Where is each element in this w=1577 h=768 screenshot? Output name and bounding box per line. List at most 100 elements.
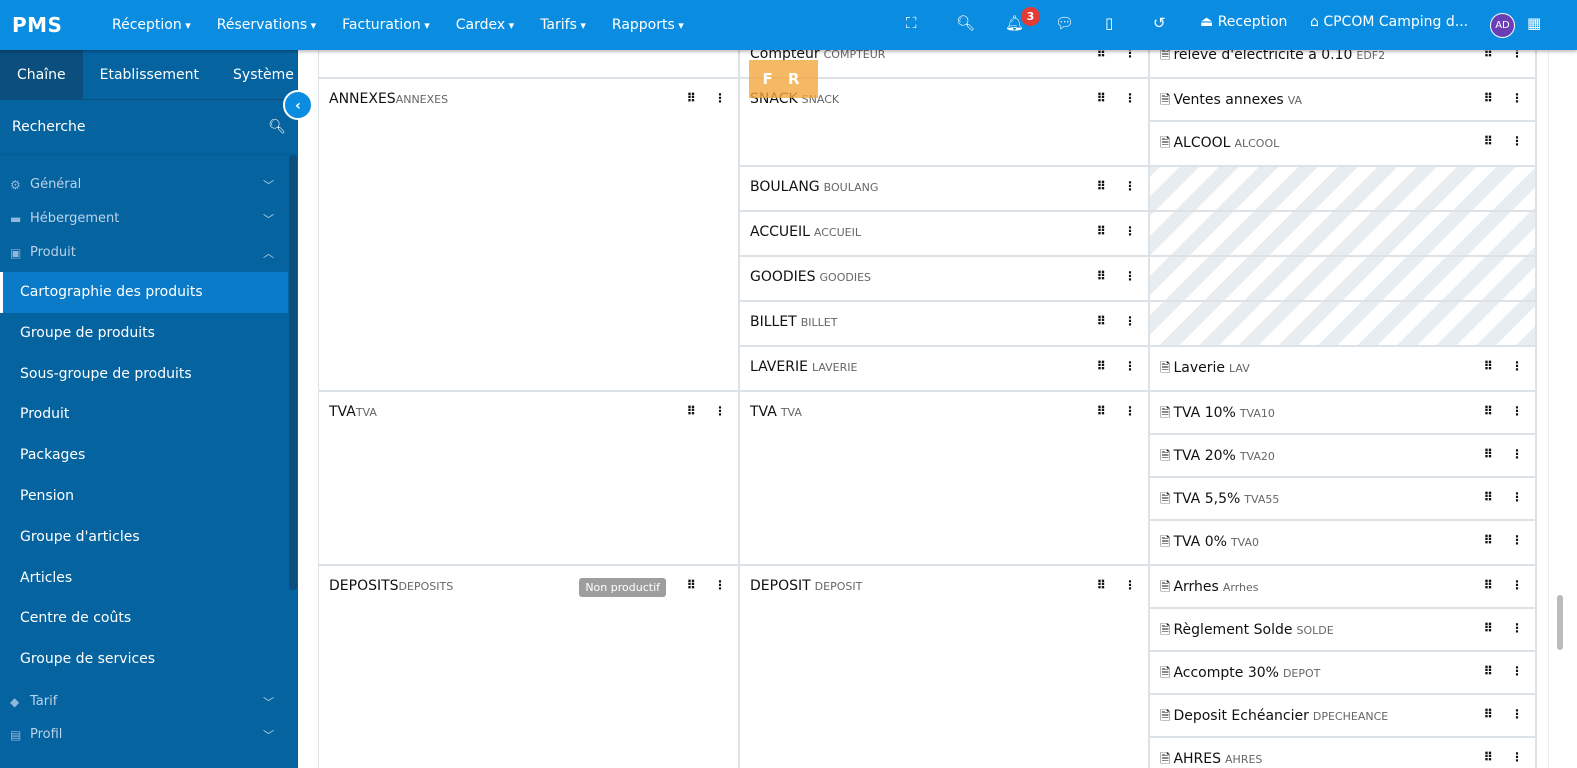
subgroup-cell[interactable]: BOULANG BOULANG ⠿ ⋮ bbox=[740, 167, 1150, 210]
nav-menu-item[interactable]: Rapports bbox=[612, 17, 684, 33]
nav-menu-item[interactable]: Facturation bbox=[342, 17, 430, 33]
more-menu-icon[interactable]: ⋮ bbox=[1511, 50, 1523, 60]
sidebar-item[interactable]: Groupe d'articles bbox=[20, 528, 140, 545]
chat-icon[interactable]: 💬︎ bbox=[1055, 14, 1075, 32]
more-menu-icon[interactable]: ⋮ bbox=[1124, 314, 1136, 328]
product-cell[interactable]: 🗎 ALCOOL ALCOOL ⠿ ⋮ bbox=[1160, 134, 1523, 151]
drag-handle-icon[interactable]: ⠿ bbox=[1096, 179, 1106, 193]
product-cell[interactable]: 🗎 TVA 20% TVA20 ⠿ ⋮ bbox=[1150, 435, 1535, 478]
more-menu-icon[interactable]: ⋮ bbox=[1511, 750, 1523, 764]
pms-logo[interactable]: PMS bbox=[12, 13, 63, 37]
sidebar-item[interactable]: Sous-groupe de produits bbox=[20, 365, 192, 382]
drag-handle-icon[interactable]: ⠿ bbox=[1483, 621, 1493, 635]
search-icon[interactable]: 🔍︎ bbox=[956, 14, 976, 32]
collapse-sidebar-button[interactable]: ‹ bbox=[283, 90, 313, 120]
sidebar-item[interactable]: Pension bbox=[20, 488, 75, 504]
subgroup-cell[interactable]: Compteur COMPTEUR ⠿ ⋮ bbox=[740, 50, 1150, 77]
nav-menu-item[interactable]: Cardex bbox=[456, 17, 514, 33]
product-cell[interactable]: 🗎 AHRES AHRES ⠿ ⋮ bbox=[1160, 750, 1523, 767]
sidebar-item[interactable]: Cartographie des produits bbox=[0, 272, 288, 313]
more-menu-icon[interactable]: ⋮ bbox=[1511, 359, 1523, 373]
sidebar-section[interactable]: ⚙ Général ﹀ bbox=[10, 177, 274, 192]
sidebar-search[interactable]: Recherche 🔍︎ bbox=[0, 100, 298, 155]
drag-handle-icon[interactable]: ⠿ bbox=[1483, 134, 1493, 148]
product-cell[interactable]: 🗎 TVA 5,5% TVA55 ⠿ ⋮ bbox=[1150, 478, 1535, 521]
drag-handle-icon[interactable]: ⠿ bbox=[1483, 750, 1493, 764]
product-cell[interactable]: 🗎 Arrhes Arrhes ⠿ ⋮ bbox=[1150, 566, 1535, 609]
more-menu-icon[interactable]: ⋮ bbox=[1124, 578, 1136, 592]
drag-handle-icon[interactable]: ⠿ bbox=[1483, 533, 1493, 547]
more-menu-icon[interactable]: ⋮ bbox=[1511, 578, 1523, 592]
sidebar-section[interactable]: ▬ Hébergement ﹀ bbox=[10, 211, 274, 226]
more-menu-icon[interactable]: ⋮ bbox=[714, 578, 726, 592]
sidebar-tab[interactable]: Etablissement bbox=[99, 67, 200, 83]
product-cell[interactable]: 🗎 TVA 10% TVA10 ⠿ ⋮ bbox=[1150, 392, 1535, 435]
drag-handle-icon[interactable]: ⠿ bbox=[1483, 91, 1493, 105]
subgroup-cell[interactable]: GOODIES GOODIES ⠿ ⋮ bbox=[740, 257, 1150, 300]
avatar[interactable]: AD bbox=[1490, 13, 1515, 38]
product-cell[interactable]: 🗎 Accompte 30% DEPOT ⠿ ⋮ bbox=[1150, 652, 1535, 695]
product-cell[interactable]: 🗎 relevé d'électricité à 0.10 EDF2 ⠿ ⋮ bbox=[1150, 50, 1535, 77]
sidebar-item[interactable]: Groupe de produits bbox=[20, 324, 155, 341]
language-badge[interactable]: F R bbox=[749, 60, 818, 98]
more-menu-icon[interactable]: ⋮ bbox=[1511, 533, 1523, 547]
more-menu-icon[interactable]: ⋮ bbox=[1511, 134, 1523, 148]
more-menu-icon[interactable]: ⋮ bbox=[1124, 269, 1136, 283]
search-icon[interactable]: 🔍︎ bbox=[268, 119, 286, 135]
fullscreen-icon[interactable]: ⛶ bbox=[906, 14, 917, 32]
more-menu-icon[interactable]: ⋮ bbox=[1511, 447, 1523, 461]
reception-link[interactable]: ⏏ Reception bbox=[1200, 14, 1288, 30]
drag-handle-icon[interactable]: ⠿ bbox=[1483, 447, 1493, 461]
drag-handle-icon[interactable]: ⠿ bbox=[686, 578, 696, 592]
more-menu-icon[interactable]: ⋮ bbox=[1511, 621, 1523, 635]
drag-handle-icon[interactable]: ⠿ bbox=[1096, 404, 1106, 418]
drag-handle-icon[interactable]: ⠿ bbox=[1483, 50, 1493, 60]
drag-handle-icon[interactable]: ⠿ bbox=[686, 91, 696, 105]
bell-icon[interactable]: 🔔︎ bbox=[1005, 14, 1025, 32]
more-menu-icon[interactable]: ⋮ bbox=[1124, 179, 1136, 193]
product-group-cell[interactable]: DEPOSITSDEPOSITS Non productif ⠿ ⋮ bbox=[319, 566, 740, 768]
search-input[interactable]: Recherche bbox=[12, 119, 86, 135]
product-cell[interactable]: 🗎 Laverie LAV ⠿ ⋮ bbox=[1160, 359, 1523, 376]
product-group-cell[interactable]: ANNEXESANNEXES ⠿ ⋮ bbox=[319, 79, 740, 390]
nav-menu-item[interactable]: Réservations bbox=[217, 17, 316, 33]
sidebar-section[interactable]: ▣ Produit ︿ bbox=[10, 245, 274, 260]
scrollbar-thumb[interactable] bbox=[1557, 595, 1563, 650]
drag-handle-icon[interactable]: ⠿ bbox=[1096, 314, 1106, 328]
subgroup-cell[interactable]: ACCUEIL ACCUEIL ⠿ ⋮ bbox=[740, 212, 1150, 255]
drag-handle-icon[interactable]: ⠿ bbox=[1483, 490, 1493, 504]
sidebar-section[interactable]: ▤ Profil ﹀ bbox=[10, 727, 274, 742]
history-icon[interactable]: ↺ bbox=[1153, 14, 1166, 32]
drag-handle-icon[interactable]: ⠿ bbox=[1096, 50, 1106, 60]
sidebar-item[interactable]: Packages bbox=[20, 447, 86, 464]
more-menu-icon[interactable]: ⋮ bbox=[1124, 404, 1136, 418]
drag-handle-icon[interactable]: ⠿ bbox=[1483, 578, 1493, 592]
drag-handle-icon[interactable]: ⠿ bbox=[1483, 404, 1493, 418]
product-group-cell[interactable]: TVATVA ⠿ ⋮ bbox=[319, 392, 740, 564]
product-cell[interactable]: 🗎 TVA 0% TVA0 ⠿ ⋮ bbox=[1160, 533, 1523, 550]
more-menu-icon[interactable]: ⋮ bbox=[1124, 224, 1136, 238]
product-cell[interactable]: 🗎 Règlement Solde SOLDE ⠿ ⋮ bbox=[1150, 609, 1535, 652]
main-scrollbar[interactable] bbox=[1548, 50, 1568, 768]
sidebar-tab[interactable]: Système bbox=[233, 67, 294, 83]
sidebar-item[interactable]: Articles bbox=[20, 569, 73, 586]
more-menu-icon[interactable]: ⋮ bbox=[1124, 50, 1136, 60]
sidebar-item[interactable]: Produit bbox=[20, 406, 70, 423]
more-menu-icon[interactable]: ⋮ bbox=[1511, 707, 1523, 721]
sidebar-tab[interactable]: Chaîne bbox=[0, 50, 83, 99]
drag-handle-icon[interactable]: ⠿ bbox=[1096, 359, 1106, 373]
nav-menu-item[interactable]: Réception bbox=[112, 17, 191, 33]
more-menu-icon[interactable]: ⋮ bbox=[1124, 91, 1136, 105]
subgroup-cell[interactable]: DEPOSIT DEPOSIT ⠿ ⋮ bbox=[740, 566, 1150, 768]
drag-handle-icon[interactable]: ⠿ bbox=[1096, 91, 1106, 105]
sidebar-item[interactable]: Groupe de services bbox=[20, 651, 156, 668]
sidebar-item[interactable]: Centre de coûts bbox=[20, 610, 132, 627]
apps-grid-icon[interactable]: ▦ bbox=[1527, 14, 1542, 32]
sidebar-scrollbar[interactable] bbox=[289, 155, 297, 590]
more-menu-icon[interactable]: ⋮ bbox=[714, 91, 726, 105]
product-group-cell[interactable] bbox=[319, 50, 740, 77]
subgroup-cell[interactable]: LAVERIE LAVERIE ⠿ ⋮ bbox=[740, 347, 1150, 390]
drag-handle-icon[interactable]: ⠿ bbox=[1096, 578, 1106, 592]
subgroup-cell[interactable]: BILLET BILLET ⠿ ⋮ bbox=[740, 302, 1150, 345]
drag-handle-icon[interactable]: ⠿ bbox=[1096, 269, 1106, 283]
